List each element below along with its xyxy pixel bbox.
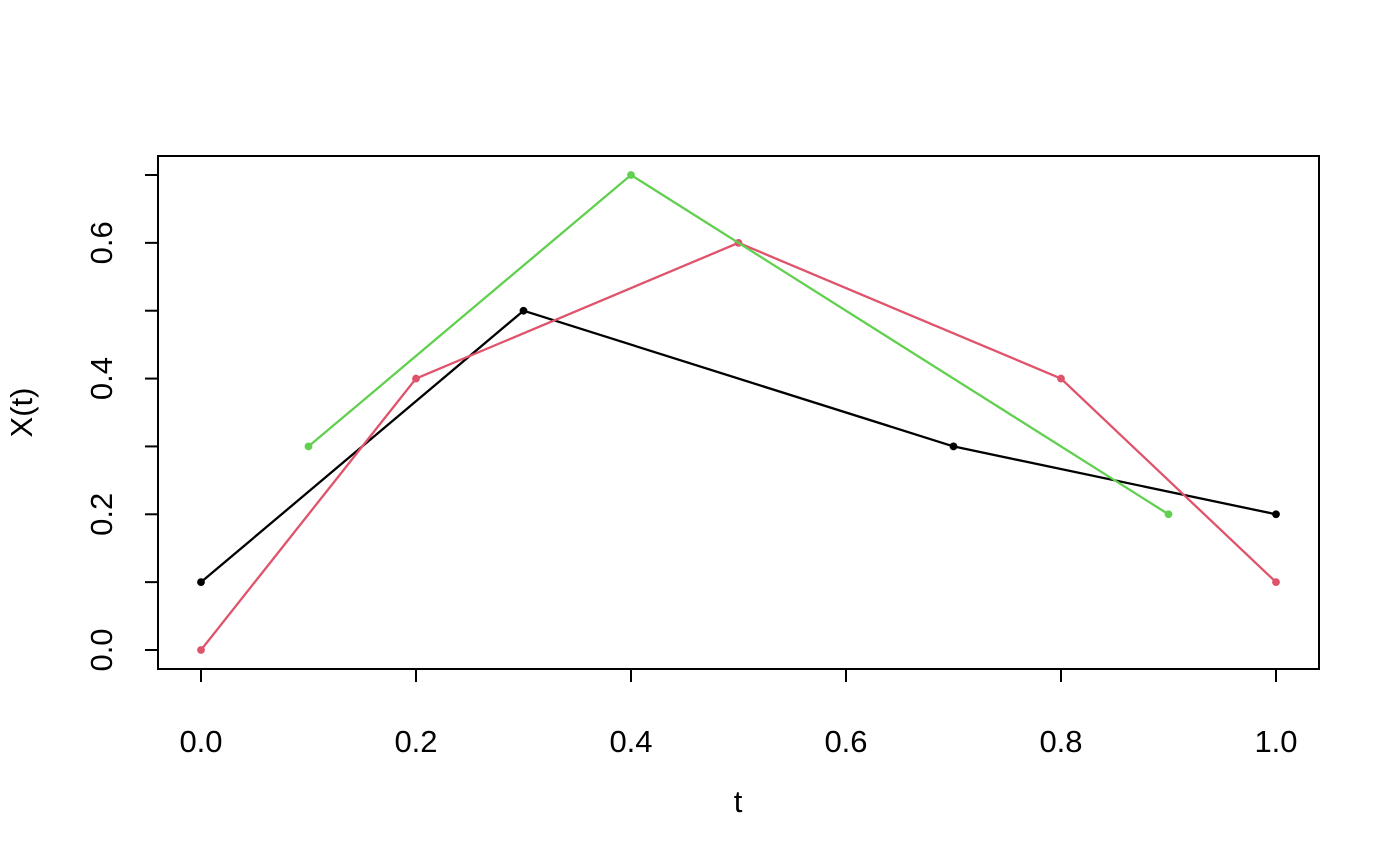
trajectory-red-line (199, 241, 1278, 652)
trajectory-green-point (304, 442, 313, 451)
trajectory-red-point (1272, 578, 1280, 587)
trajectory-red-point (1057, 374, 1065, 383)
y-tick-label: 0.6 (84, 221, 119, 264)
y-axis-label: X(t) (4, 388, 39, 438)
trajectory-black-point (949, 442, 958, 451)
axis-tick-labels: 0.0 0.2 0.4 0.6 0.8 1.0 0.0 0.2 0.4 0.6 (84, 221, 1298, 759)
trajectory-black-point (519, 306, 528, 315)
x-tick-label: 0.2 (394, 724, 437, 759)
x-tick-label: 0.4 (609, 724, 652, 759)
trajectory-red-point (412, 374, 420, 383)
trajectory-black-point (1272, 510, 1280, 519)
y-tick-label: 0.4 (84, 357, 119, 400)
trajectory-red-point (197, 646, 205, 654)
trajectory-black-point (197, 578, 205, 587)
x-tick-label: 0.0 (179, 724, 222, 759)
trajectory-green-point (627, 171, 635, 179)
x-tick-label: 0.8 (1039, 724, 1082, 759)
data-series (197, 171, 1280, 654)
x-tick-label: 1.0 (1254, 724, 1297, 759)
plot-border (157, 155, 1320, 670)
y-tick-label: 0.0 (84, 628, 119, 671)
trajectory-green-point (1164, 510, 1173, 519)
x-tick-label: 0.6 (824, 724, 867, 759)
axis-ticks (145, 174, 1277, 682)
y-tick-label: 0.2 (84, 493, 119, 536)
x-axis-label: t (734, 784, 743, 819)
